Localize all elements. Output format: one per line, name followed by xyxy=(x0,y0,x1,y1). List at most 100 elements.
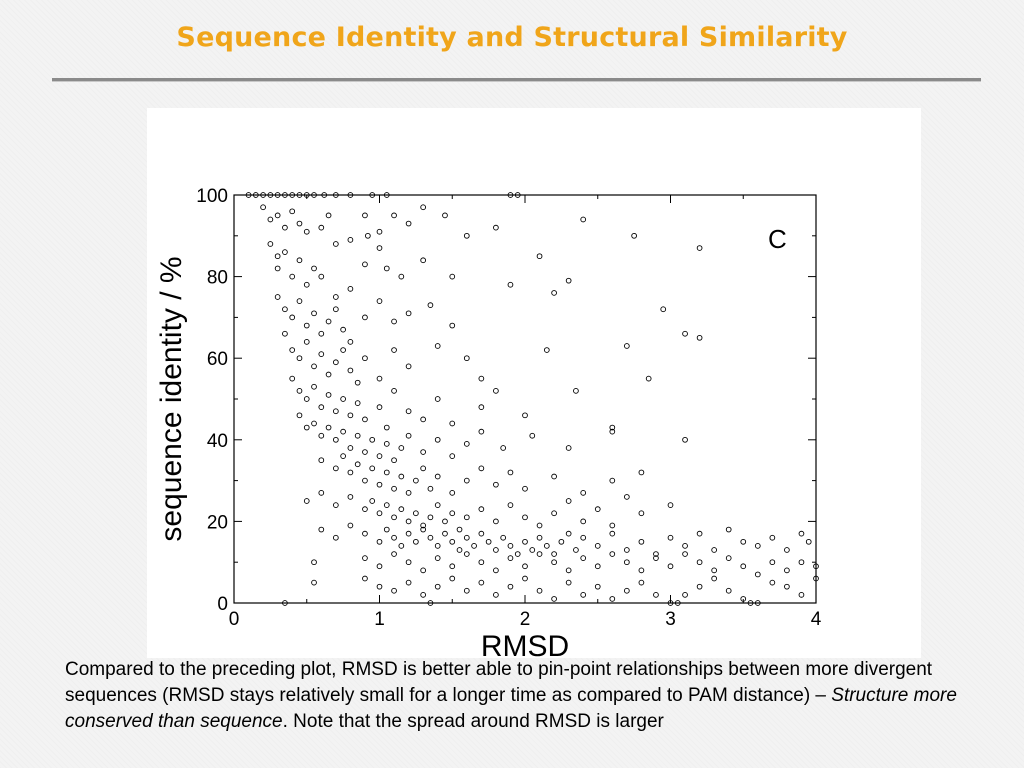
data-point xyxy=(798,530,805,537)
data-point xyxy=(594,563,601,570)
data-point xyxy=(754,600,761,606)
data-point xyxy=(696,559,703,566)
x-tick-label: 0 xyxy=(229,609,240,630)
data-point xyxy=(260,192,266,198)
data-point xyxy=(682,436,688,443)
data-point xyxy=(333,294,339,300)
data-point xyxy=(682,330,688,337)
data-point xyxy=(493,481,499,488)
data-point xyxy=(333,192,339,198)
data-point xyxy=(391,212,397,219)
data-point xyxy=(383,265,390,272)
data-point xyxy=(376,510,383,517)
data-point xyxy=(609,424,616,431)
data-point xyxy=(551,510,557,517)
data-point xyxy=(478,579,485,586)
data-point xyxy=(365,232,371,239)
data-point xyxy=(565,498,572,504)
data-point xyxy=(398,273,405,280)
data-point xyxy=(478,465,485,472)
data-point xyxy=(420,567,427,574)
data-point xyxy=(369,465,376,472)
data-point xyxy=(383,424,390,431)
data-point xyxy=(318,351,325,357)
y-tick-label: 60 xyxy=(207,349,228,370)
data-point xyxy=(303,281,310,288)
data-point xyxy=(565,567,572,574)
data-point xyxy=(318,224,325,231)
data-point xyxy=(565,277,572,284)
data-point xyxy=(565,579,572,586)
data-point xyxy=(362,575,368,582)
data-point xyxy=(500,534,507,541)
data-point xyxy=(682,591,688,598)
data-point xyxy=(311,383,317,390)
data-point xyxy=(369,192,376,198)
data-point xyxy=(463,232,470,239)
data-point xyxy=(311,310,317,317)
data-point xyxy=(311,559,317,566)
data-point xyxy=(376,583,383,590)
data-point xyxy=(405,220,412,227)
data-point xyxy=(449,322,456,329)
data-point xyxy=(405,579,412,586)
data-point xyxy=(303,192,310,198)
data-point xyxy=(376,453,383,459)
data-point xyxy=(420,257,427,264)
data-point xyxy=(289,347,296,353)
data-point xyxy=(638,567,645,574)
data-point xyxy=(449,489,456,496)
data-point xyxy=(318,273,325,280)
data-point xyxy=(333,436,339,443)
data-point xyxy=(565,445,572,451)
y-axis-label: sequence identity / % xyxy=(155,256,188,541)
data-point xyxy=(427,485,434,492)
data-point xyxy=(609,551,616,557)
data-point xyxy=(500,445,507,451)
data-point xyxy=(354,379,361,386)
data-point xyxy=(442,530,448,537)
data-point xyxy=(740,563,747,570)
data-point xyxy=(303,322,310,329)
data-point xyxy=(318,432,325,439)
data-point xyxy=(638,510,645,517)
data-point xyxy=(463,587,470,594)
data-point xyxy=(282,600,288,606)
data-point xyxy=(434,436,441,443)
data-point xyxy=(383,502,390,508)
caption: Compared to the preceding plot, RMSD is … xyxy=(65,657,985,735)
data-point xyxy=(653,555,659,561)
data-point xyxy=(769,534,776,541)
data-point xyxy=(325,371,332,378)
data-point xyxy=(282,330,288,337)
data-point xyxy=(609,530,616,537)
data-point xyxy=(311,192,317,198)
data-point xyxy=(303,424,310,431)
data-point xyxy=(413,538,419,545)
data-point xyxy=(405,408,412,415)
data-point xyxy=(449,538,456,545)
data-point xyxy=(296,412,303,419)
data-point xyxy=(303,228,310,235)
data-point xyxy=(427,600,434,606)
data-point xyxy=(354,461,361,468)
data-point xyxy=(420,522,427,529)
data-point xyxy=(296,220,303,227)
data-point xyxy=(456,526,463,533)
data-point xyxy=(340,396,346,402)
data-point xyxy=(289,273,296,280)
data-point xyxy=(551,559,557,566)
data-point xyxy=(405,489,412,496)
data-point xyxy=(434,583,441,590)
data-point xyxy=(405,530,412,537)
data-point xyxy=(638,538,645,545)
data-point xyxy=(580,489,587,496)
y-tick-label: 0 xyxy=(217,594,228,615)
data-point xyxy=(391,457,397,464)
data-point xyxy=(580,518,587,525)
data-point xyxy=(507,281,514,288)
data-point xyxy=(391,318,397,325)
caption-text-end: . Note that the spread around RMSD is la… xyxy=(282,711,664,732)
data-point xyxy=(354,432,361,439)
